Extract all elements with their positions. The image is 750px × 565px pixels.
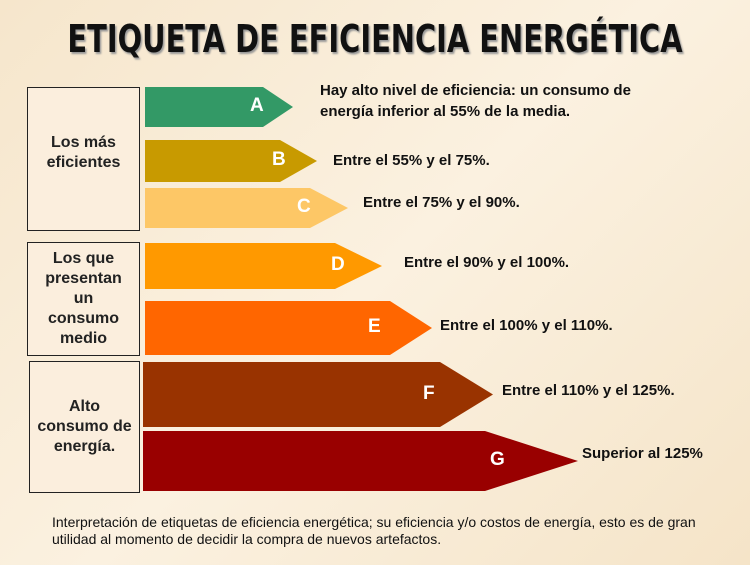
arrow-g — [143, 431, 578, 491]
class-letter: D — [331, 254, 345, 275]
group-box-medium: Los que presentan un consumo medio — [27, 242, 140, 356]
class-letter: F — [423, 382, 435, 404]
arrow-f — [143, 362, 493, 427]
class-letter: G — [490, 449, 505, 470]
group-label: Alto consumo de energía. — [37, 398, 132, 455]
group-box-efficient: Los más eficientes — [27, 87, 140, 231]
group-box-high: Alto consumo de energía. — [29, 361, 140, 493]
arrow-shape — [143, 362, 493, 427]
arrow-shape — [145, 243, 382, 289]
arrow-shape — [145, 188, 348, 228]
arrow-d — [145, 243, 382, 289]
arrow-shape — [145, 87, 293, 127]
arrow-e — [145, 301, 432, 355]
class-letter: E — [368, 316, 381, 337]
arrow-a — [145, 87, 293, 127]
arrow-c — [145, 188, 348, 228]
class-letter: A — [250, 95, 264, 116]
class-letter: B — [272, 149, 286, 170]
arrow-shape — [145, 140, 317, 182]
arrow-shape — [143, 431, 578, 491]
class-description: Hay alto nivel de eficiencia: un consumo… — [320, 82, 631, 120]
class-description: Entre el 55% y el 75%. — [333, 152, 490, 169]
class-letter: C — [297, 196, 311, 217]
group-label: Los más eficientes — [46, 134, 121, 171]
class-description: Entre el 75% y el 90%. — [363, 194, 520, 211]
caption: Interpretación de etiquetas de eficienci… — [52, 514, 696, 547]
arrow-b — [145, 140, 317, 182]
class-description: Entre el 90% y el 100%. — [404, 254, 570, 271]
class-description: Entre el 110% y el 125%. — [502, 382, 675, 399]
page-title: ETIQUETA DE EFICIENCIA ENERGÉTICA — [67, 17, 683, 61]
class-description: Superior al 125% — [582, 445, 703, 462]
class-description: Entre el 100% y el 110%. — [440, 317, 613, 334]
group-label: Los que presentan un consumo medio — [45, 250, 122, 347]
arrow-shape — [145, 301, 432, 355]
